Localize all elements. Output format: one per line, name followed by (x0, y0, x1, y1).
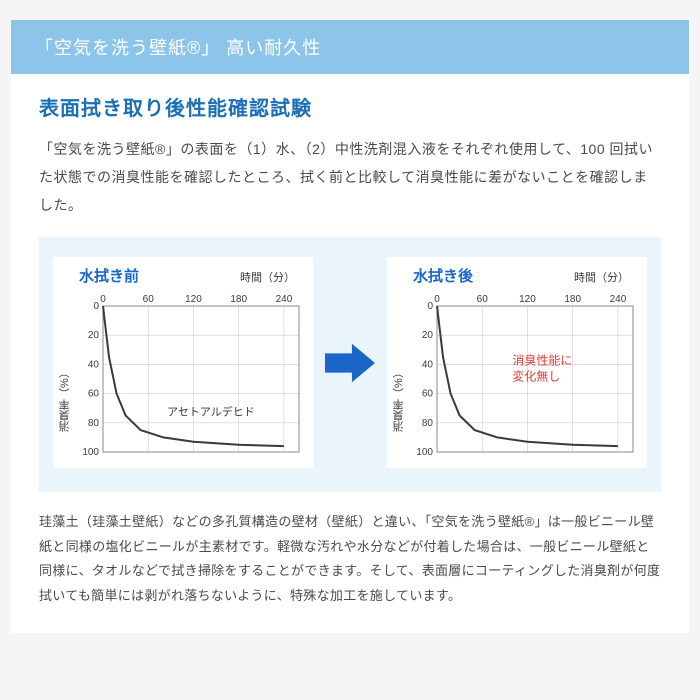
chart-before-svg: 0 20 40 60 80 100 0 60 120 180 240 アセトアルデヒド (75, 290, 303, 460)
svg-text:100: 100 (82, 447, 99, 458)
svg-text:60: 60 (143, 294, 155, 305)
svg-text:0: 0 (93, 301, 99, 312)
chart-after-title-row: 水拭き後 時間（分） (391, 265, 637, 290)
svg-text:40: 40 (88, 359, 100, 370)
svg-text:40: 40 (422, 359, 434, 370)
svg-text:20: 20 (422, 330, 434, 341)
chart-after-svg: 0 20 40 60 80 100 0 60 120 180 240 消臭性能に変化無し (409, 290, 637, 460)
svg-text:0: 0 (427, 301, 433, 312)
svg-text:20: 20 (88, 330, 100, 341)
svg-text:0: 0 (434, 294, 440, 305)
chart-before-title-row: 水拭き前 時間（分） (57, 265, 303, 290)
chart-after: 水拭き後 時間（分） 消臭率（%） 0 20 40 60 80 100 0 60 120 180 2… (387, 257, 647, 468)
chart-before-x-label: 時間（分） (240, 269, 295, 285)
chart-before-y-label: 消臭率（%） (57, 290, 75, 460)
svg-text:180: 180 (230, 294, 247, 305)
chart-before: 水拭き前 時間（分） 消臭率（%） 0 20 40 60 80 100 0 60 120 180 2… (53, 257, 313, 468)
content-area: 表面拭き取り後性能確認試験 「空気を洗う壁紙®」の表面を（1）水、（2）中性洗剤… (11, 74, 689, 633)
svg-text:60: 60 (422, 389, 434, 400)
svg-text:240: 240 (276, 294, 293, 305)
svg-text:変化無し: 変化無し (512, 368, 560, 383)
svg-text:アセトアルデヒド: アセトアルデヒド (167, 405, 255, 419)
svg-text:120: 120 (519, 294, 536, 305)
svg-text:60: 60 (88, 389, 100, 400)
header-band: 「空気を洗う壁紙®」 高い耐久性 (11, 20, 689, 74)
subtitle: 表面拭き取り後性能確認試験 (39, 92, 661, 121)
svg-text:消臭性能に: 消臭性能に (512, 352, 572, 367)
chart-comparison-area: 水拭き前 時間（分） 消臭率（%） 0 20 40 60 80 100 0 60 120 180 2… (39, 237, 661, 492)
svg-text:100: 100 (416, 447, 433, 458)
svg-text:120: 120 (185, 294, 202, 305)
header-title: 「空気を洗う壁紙®」 高い耐久性 (35, 38, 321, 58)
svg-text:60: 60 (477, 294, 489, 305)
svg-text:0: 0 (100, 294, 106, 305)
document-page: 「空気を洗う壁紙®」 高い耐久性 表面拭き取り後性能確認試験 「空気を洗う壁紙®… (11, 20, 689, 633)
chart-after-y-label: 消臭率（%） (391, 290, 409, 460)
chart-before-title: 水拭き前 (79, 265, 139, 286)
svg-text:240: 240 (610, 294, 627, 305)
intro-paragraph: 「空気を洗う壁紙®」の表面を（1）水、（2）中性洗剤混入液をそれぞれ使用して、1… (39, 135, 661, 219)
chart-before-plot-wrap: 消臭率（%） 0 20 40 60 80 100 0 60 120 180 240 アセトアルデヒド (57, 290, 303, 460)
arrow-icon (325, 343, 375, 383)
svg-text:180: 180 (564, 294, 581, 305)
svg-text:80: 80 (88, 418, 100, 429)
chart-after-title: 水拭き後 (413, 265, 473, 286)
chart-after-plot-wrap: 消臭率（%） 0 20 40 60 80 100 0 60 120 180 240 消臭性能に変化無し (391, 290, 637, 460)
footer-paragraph: 珪藻土（珪藻土壁紙）などの多孔質構造の壁材（壁紙）と違い、「空気を洗う壁紙®」は… (39, 510, 661, 609)
svg-text:80: 80 (422, 418, 434, 429)
chart-after-x-label: 時間（分） (574, 269, 629, 285)
